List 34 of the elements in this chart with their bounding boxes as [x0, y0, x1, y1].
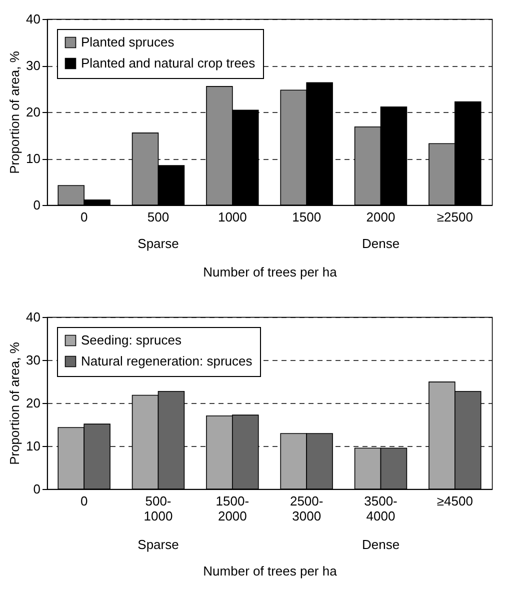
y-axis-title: Proportion of area, % [7, 50, 22, 174]
x-tick-label: 2500-3000 [290, 494, 324, 524]
x-tick-label: 500-1000 [144, 494, 173, 524]
y-tick-label: 10 [26, 151, 40, 166]
x-tick-label: 1500 [292, 210, 322, 224]
text: Sparse [138, 537, 179, 552]
legend-label: Seeding: spruces [81, 332, 182, 348]
x-axis-title: Number of trees per ha [203, 264, 338, 280]
x-tick-label: 3500-4000 [364, 494, 398, 524]
text: Dense [362, 236, 400, 251]
y-tick-label: 30 [26, 58, 40, 73]
x-axis-title: Number of trees per ha [203, 564, 338, 578]
x-tick-label: 0 [80, 210, 88, 224]
x-tick-label: ≥2500 [436, 210, 473, 224]
x-tick-label: 500 [147, 210, 170, 224]
y-axis-title: Proportion of area, % [7, 342, 22, 465]
y-tick-label: 20 [26, 396, 40, 410]
y-tick-label: 10 [26, 438, 40, 454]
y-tick-label: 40 [26, 12, 40, 26]
y-tick-label: 30 [26, 352, 40, 368]
y-tick-label: 20 [26, 104, 40, 120]
x-tick-label: 0 [80, 494, 88, 508]
x-tick-label: 2000 [366, 210, 396, 224]
legend-label: Natural regeneration: spruces [81, 354, 253, 368]
y-tick-label: 0 [33, 198, 40, 212]
x-tick-label: 1000 [218, 210, 247, 224]
y-tick-label: 40 [26, 310, 40, 324]
text: Sparse [138, 236, 179, 251]
y-tick-label: 0 [33, 482, 40, 496]
legend-label: Planted and natural crop trees [81, 56, 256, 70]
x-tick-label: ≥4500 [436, 494, 473, 508]
legend-label: Planted spruces [81, 34, 175, 50]
text: Dense [362, 537, 400, 552]
x-tick-label: 1500-2000 [216, 494, 250, 524]
